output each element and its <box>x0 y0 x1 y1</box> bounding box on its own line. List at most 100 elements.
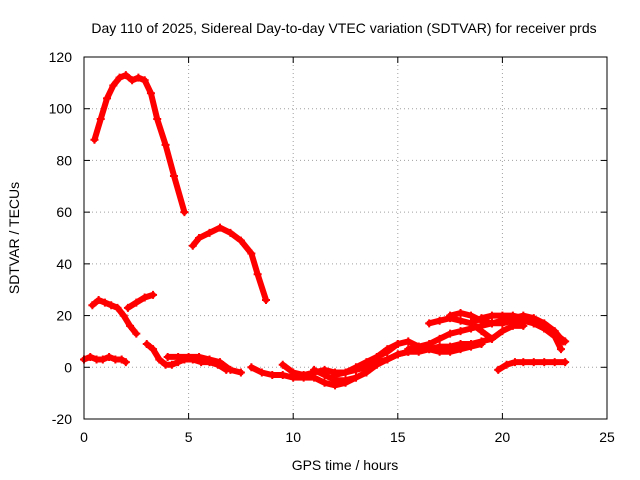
data-point-marker <box>351 365 360 374</box>
data-point-marker <box>121 71 130 80</box>
data-point-marker <box>117 355 126 364</box>
data-point-marker <box>383 347 392 356</box>
data-point-marker <box>477 340 486 349</box>
data-point-marker <box>153 115 162 124</box>
data-point-marker <box>132 298 141 307</box>
data-point-marker <box>498 319 507 328</box>
data-point-marker <box>289 368 298 377</box>
data-point-marker <box>262 296 271 305</box>
data-point-marker <box>121 358 130 367</box>
data-point-marker <box>105 352 114 361</box>
data-point-marker <box>253 270 262 279</box>
data-point-marker <box>128 76 137 85</box>
data-point-marker <box>529 319 538 328</box>
data-point-marker <box>226 228 235 237</box>
data-point-marker <box>502 360 511 369</box>
data-point-marker <box>320 378 329 387</box>
data-point-marker <box>320 371 329 380</box>
data-point-marker <box>149 345 158 354</box>
data-point-marker <box>487 311 496 320</box>
data-point-marker <box>257 368 266 377</box>
data-point-marker <box>98 355 107 364</box>
data-point-marker <box>561 337 570 346</box>
plot-frame <box>83 56 608 420</box>
data-point-marker <box>205 228 214 237</box>
data-point-marker <box>414 342 423 351</box>
x-tick-label: 20 <box>495 429 511 445</box>
chart-title: Day 110 of 2025, Sidereal Day-to-day VTE… <box>91 20 596 36</box>
x-tick-label: 5 <box>185 429 193 445</box>
y-tick-label: -20 <box>52 411 72 427</box>
y-tick-label: 120 <box>49 49 73 65</box>
series-line <box>124 291 156 311</box>
data-point-marker <box>456 308 465 317</box>
data-point-marker <box>149 290 158 299</box>
series-arc-7 <box>163 352 245 377</box>
data-point-marker <box>529 358 538 367</box>
data-point-marker <box>446 347 455 356</box>
data-point-marker <box>519 314 528 323</box>
data-point-marker <box>456 345 465 354</box>
data-point-marker <box>556 345 565 354</box>
y-tick-label: 20 <box>56 308 72 324</box>
data-point-marker <box>215 223 224 232</box>
series-arc-4 <box>123 290 158 312</box>
data-point-marker <box>146 89 155 98</box>
data-point-marker <box>477 314 486 323</box>
data-point-marker <box>169 171 178 180</box>
data-point-marker <box>487 334 496 343</box>
data-point-marker <box>404 345 413 354</box>
series-arc-17 <box>494 358 570 374</box>
data-point-marker <box>467 319 476 328</box>
data-point-marker <box>278 371 287 380</box>
data-point-marker <box>494 365 503 374</box>
data-point-marker <box>113 303 122 312</box>
data-point-marker <box>86 352 95 361</box>
data-point-marker <box>362 363 371 372</box>
data-point-marker <box>467 311 476 320</box>
data-point-marker <box>299 371 308 380</box>
data-point-marker <box>174 352 183 361</box>
data-point-marker <box>351 373 360 382</box>
data-point-marker <box>215 358 224 367</box>
data-point-marker <box>96 115 105 124</box>
y-tick-label: 100 <box>49 101 73 117</box>
data-point-marker <box>446 329 455 338</box>
data-point-marker <box>310 365 319 374</box>
data-point-marker <box>94 296 103 305</box>
data-point-marker <box>119 311 128 320</box>
data-point-marker <box>247 249 256 258</box>
data-point-marker <box>123 303 132 312</box>
series-arc-16 <box>467 311 570 346</box>
data-point-marker <box>161 140 170 149</box>
x-axis-title: GPS time / hours <box>292 457 399 473</box>
data-point-marker <box>167 360 176 369</box>
data-point-marker <box>103 94 112 103</box>
data-point-marker <box>550 329 559 338</box>
data-point-marker <box>435 334 444 343</box>
data-point-marker <box>561 358 570 367</box>
y-tick-label: 40 <box>56 256 72 272</box>
data-point-marker <box>498 311 507 320</box>
data-point-marker <box>540 324 549 333</box>
series-arc-3 <box>88 296 141 338</box>
data-point-marker <box>550 358 559 367</box>
series-line <box>91 72 188 216</box>
series-line <box>189 224 269 304</box>
data-point-marker <box>498 327 507 336</box>
data-point-marker <box>100 298 109 307</box>
data-point-marker <box>383 355 392 364</box>
data-point-marker <box>134 73 143 82</box>
series-group <box>80 71 570 390</box>
data-point-marker <box>540 358 549 367</box>
data-point-marker <box>456 327 465 336</box>
data-point-marker <box>404 337 413 346</box>
data-point-marker <box>446 311 455 320</box>
data-point-marker <box>393 350 402 359</box>
data-point-marker <box>163 352 172 361</box>
series-arc-5 <box>80 352 130 367</box>
axis-ticks: 0 5 10 15 20 25 -20 0 20 40 60 80 100 120 <box>49 49 615 445</box>
data-point-marker <box>236 368 245 377</box>
data-point-marker <box>195 234 204 242</box>
